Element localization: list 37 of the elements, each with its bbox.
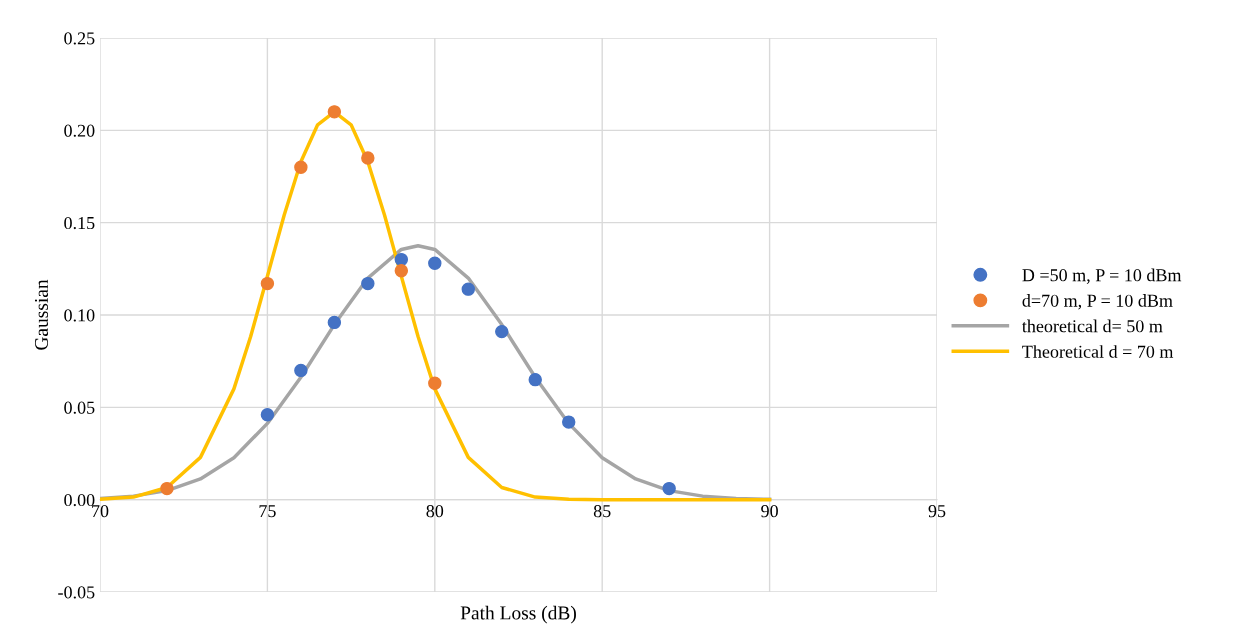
- x-axis-title: Path Loss (dB): [460, 605, 576, 624]
- y-tick-label: 0.10: [64, 309, 95, 322]
- x-tick-label: 85: [593, 505, 611, 518]
- point: [562, 415, 576, 429]
- point: [160, 481, 174, 496]
- point: [662, 481, 676, 496]
- y-tick-label: 0.00: [64, 493, 95, 507]
- point: [428, 256, 442, 271]
- point: [327, 315, 342, 330]
- x-tick-label: 75: [259, 505, 276, 518]
- x-tick-label: 95: [928, 505, 946, 518]
- point: [528, 372, 542, 387]
- point: [495, 324, 509, 339]
- point: [260, 276, 275, 291]
- point: [428, 376, 442, 391]
- legend-label: D =50 m, P = 10 dBm: [1022, 268, 1182, 284]
- y-tick-label: 0.05: [64, 401, 95, 414]
- x-tick-label: 90: [761, 505, 778, 518]
- point: [361, 276, 375, 291]
- point: [394, 263, 409, 278]
- legend-label: theoretical d= 50 m: [1022, 319, 1163, 333]
- y-tick-label: -0.05: [58, 586, 95, 599]
- legend-label: Theoretical d = 70 m: [1022, 345, 1174, 358]
- x-tick-label: 70: [92, 505, 109, 518]
- point: [461, 282, 475, 296]
- y-tick-label: 0.15: [64, 216, 95, 230]
- point: [294, 160, 308, 174]
- legend-label: d=70 m, P = 10 dBm: [1022, 294, 1173, 310]
- point: [361, 151, 375, 165]
- y-tick-label: 0.20: [64, 124, 95, 137]
- y-tick-label: 0.25: [64, 32, 95, 45]
- point: [260, 408, 275, 422]
- x-tick-label: 80: [426, 505, 444, 518]
- point: [327, 105, 342, 119]
- point: [294, 363, 308, 378]
- y-axis-title: Gaussian: [34, 279, 49, 350]
- point: [394, 252, 409, 267]
